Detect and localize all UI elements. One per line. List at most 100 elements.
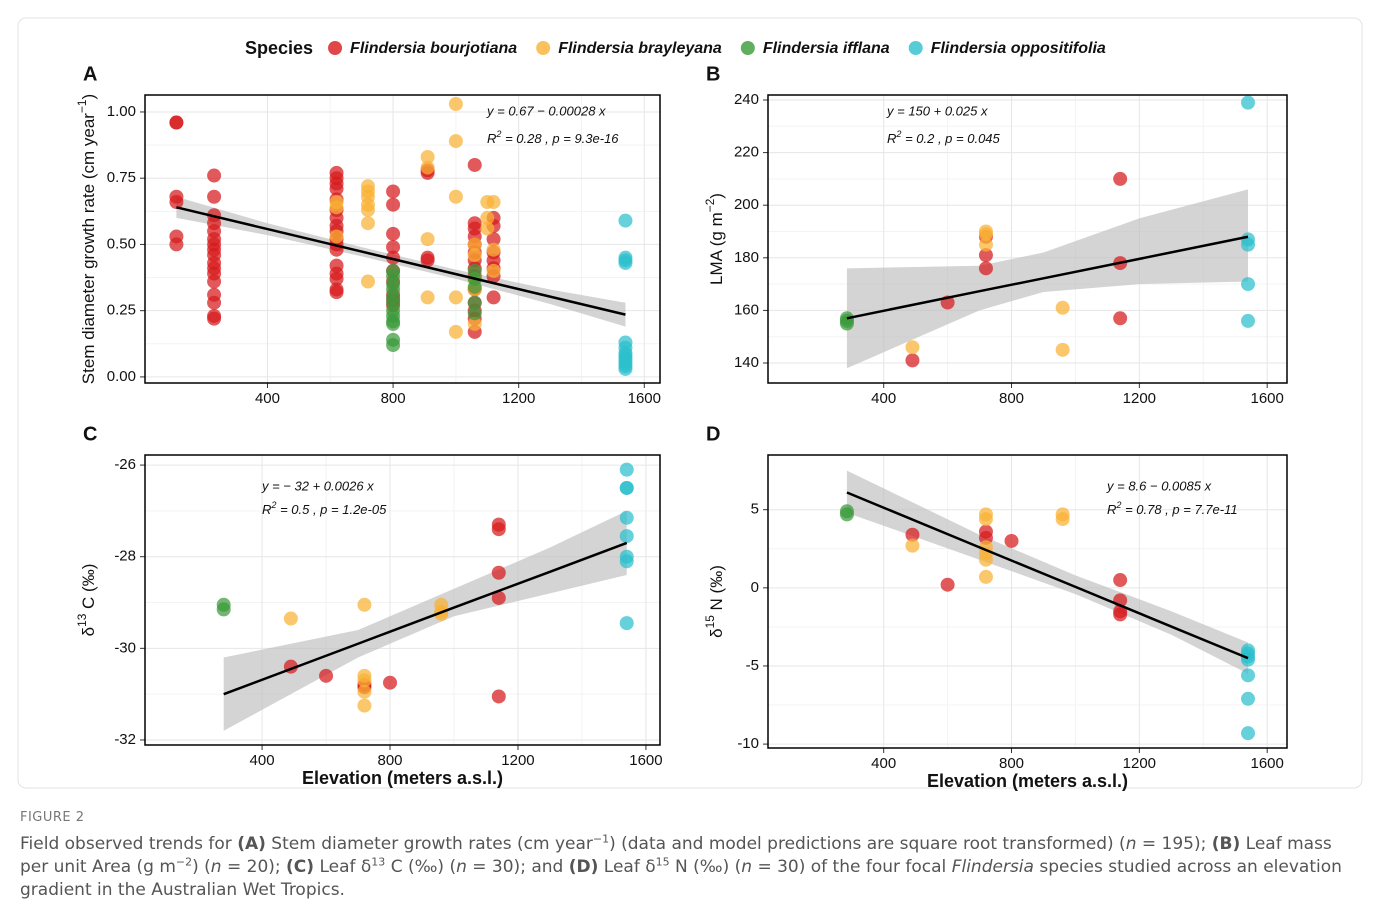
data-point: [357, 673, 372, 688]
data-point: [1004, 533, 1019, 548]
legend-swatch: [328, 41, 343, 55]
label-part: = 0.5 , p = 1.2e-05: [276, 502, 387, 517]
y-tick-label: 0.00: [107, 368, 136, 385]
data-point: [169, 237, 184, 252]
r-squared: R2 = 0.78 , p = 7.7e-11: [1107, 500, 1238, 517]
data-point: [839, 316, 854, 331]
data-point: [420, 290, 435, 305]
data-point: [491, 590, 506, 605]
data-point: [467, 316, 482, 331]
data-point: [467, 248, 482, 263]
data-point: [329, 181, 344, 196]
data-point: [329, 271, 344, 286]
data-point: [207, 295, 222, 310]
legend-swatch: [740, 41, 755, 55]
y-axis-title: δ15 N (‰): [703, 565, 726, 638]
x-tick-label: 800: [999, 390, 1024, 407]
caption-part: = 30); and: [466, 857, 569, 877]
caption-part: Stem diameter growth rates (cm year: [265, 834, 593, 854]
label-part: R: [262, 502, 271, 517]
caption-part: Field observed trends for: [20, 834, 238, 854]
x-tick-label: 1600: [1250, 755, 1283, 772]
data-point: [386, 184, 401, 199]
caption-part: Leaf δ: [314, 857, 372, 877]
data-point: [207, 168, 222, 183]
data-point: [1241, 691, 1256, 706]
x-axis-title: Elevation (meters a.s.l.): [302, 768, 503, 788]
caption-part: C (‰) (: [385, 857, 457, 877]
data-point: [491, 565, 506, 580]
figure-label: FIGURE 2: [20, 810, 85, 825]
label-part: R: [887, 131, 896, 146]
data-point: [978, 248, 993, 263]
x-tick-label: 1200: [1123, 390, 1156, 407]
x-axis-title: Elevation (meters a.s.l.): [927, 771, 1128, 791]
y-tick-label: 0.75: [107, 169, 136, 186]
label-part: R: [1107, 502, 1116, 517]
legend-label: Flindersia brayleyana: [558, 40, 722, 57]
data-point: [319, 668, 334, 683]
data-point: [1113, 171, 1128, 186]
data-point: [448, 97, 463, 112]
data-point: [467, 279, 482, 294]
label-sup: 15: [703, 615, 717, 629]
data-point: [1241, 313, 1256, 328]
data-point: [619, 480, 634, 495]
data-point: [486, 242, 501, 257]
data-point: [1241, 95, 1256, 110]
y-tick-label: -26: [114, 456, 136, 473]
data-point: [360, 216, 375, 231]
data-point: [978, 227, 993, 242]
label-sup: 13: [75, 613, 89, 627]
data-point: [1241, 726, 1256, 741]
data-point: [905, 353, 920, 368]
caption-part: ) (: [192, 857, 211, 877]
data-point: [1055, 342, 1070, 357]
data-point: [420, 253, 435, 268]
y-tick-label: -30: [114, 639, 136, 656]
label-part: δ: [707, 628, 726, 637]
figure-caption: Field observed trends for (A) Stem diame…: [20, 833, 1355, 902]
data-point: [905, 538, 920, 553]
x-tick-label: 800: [999, 755, 1024, 772]
data-point: [386, 197, 401, 212]
x-tick-label: 1200: [501, 752, 534, 769]
equation: y = 8.6 − 0.0085 x: [1106, 478, 1212, 493]
caption-part: 13: [371, 855, 386, 869]
data-point: [467, 295, 482, 310]
label-part: = 0.2 , p = 0.045: [901, 131, 1000, 146]
data-point: [169, 195, 184, 210]
data-point: [1113, 573, 1128, 588]
data-point: [169, 115, 184, 130]
legend-label: Flindersia bourjotiana: [350, 40, 517, 57]
panel-letter: C: [83, 423, 97, 445]
label-part: = 0.78 , p = 7.7e-11: [1121, 502, 1237, 517]
data-point: [619, 554, 634, 569]
data-point: [978, 512, 993, 527]
label-sup: 2: [270, 500, 276, 510]
data-point: [978, 552, 993, 567]
data-point: [480, 221, 495, 236]
caption-part: (C): [286, 857, 315, 877]
data-point: [420, 232, 435, 247]
label-part: Stem diameter growth rate (cm year: [79, 113, 98, 384]
data-point: [207, 311, 222, 326]
label-part: = 0.28 , p = 9.3e-16: [501, 131, 619, 146]
caption-part: (D): [568, 857, 599, 877]
data-point: [619, 510, 634, 525]
y-tick-label: 160: [734, 301, 759, 318]
data-point: [357, 597, 372, 612]
caption-part: n: [210, 857, 222, 877]
fit-line: [223, 541, 628, 696]
data-point: [619, 462, 634, 477]
equation: y = 0.67 − 0.00028 x: [486, 103, 606, 118]
y-tick-label: -32: [114, 731, 136, 748]
y-tick-label: 0.25: [107, 302, 136, 319]
y-axis-title: δ13 C (‰): [75, 564, 98, 637]
data-point: [618, 361, 633, 376]
data-point: [486, 195, 501, 210]
caption-part: n: [456, 857, 467, 877]
caption-part: (A): [237, 834, 266, 854]
caption-part: −1: [592, 832, 610, 846]
